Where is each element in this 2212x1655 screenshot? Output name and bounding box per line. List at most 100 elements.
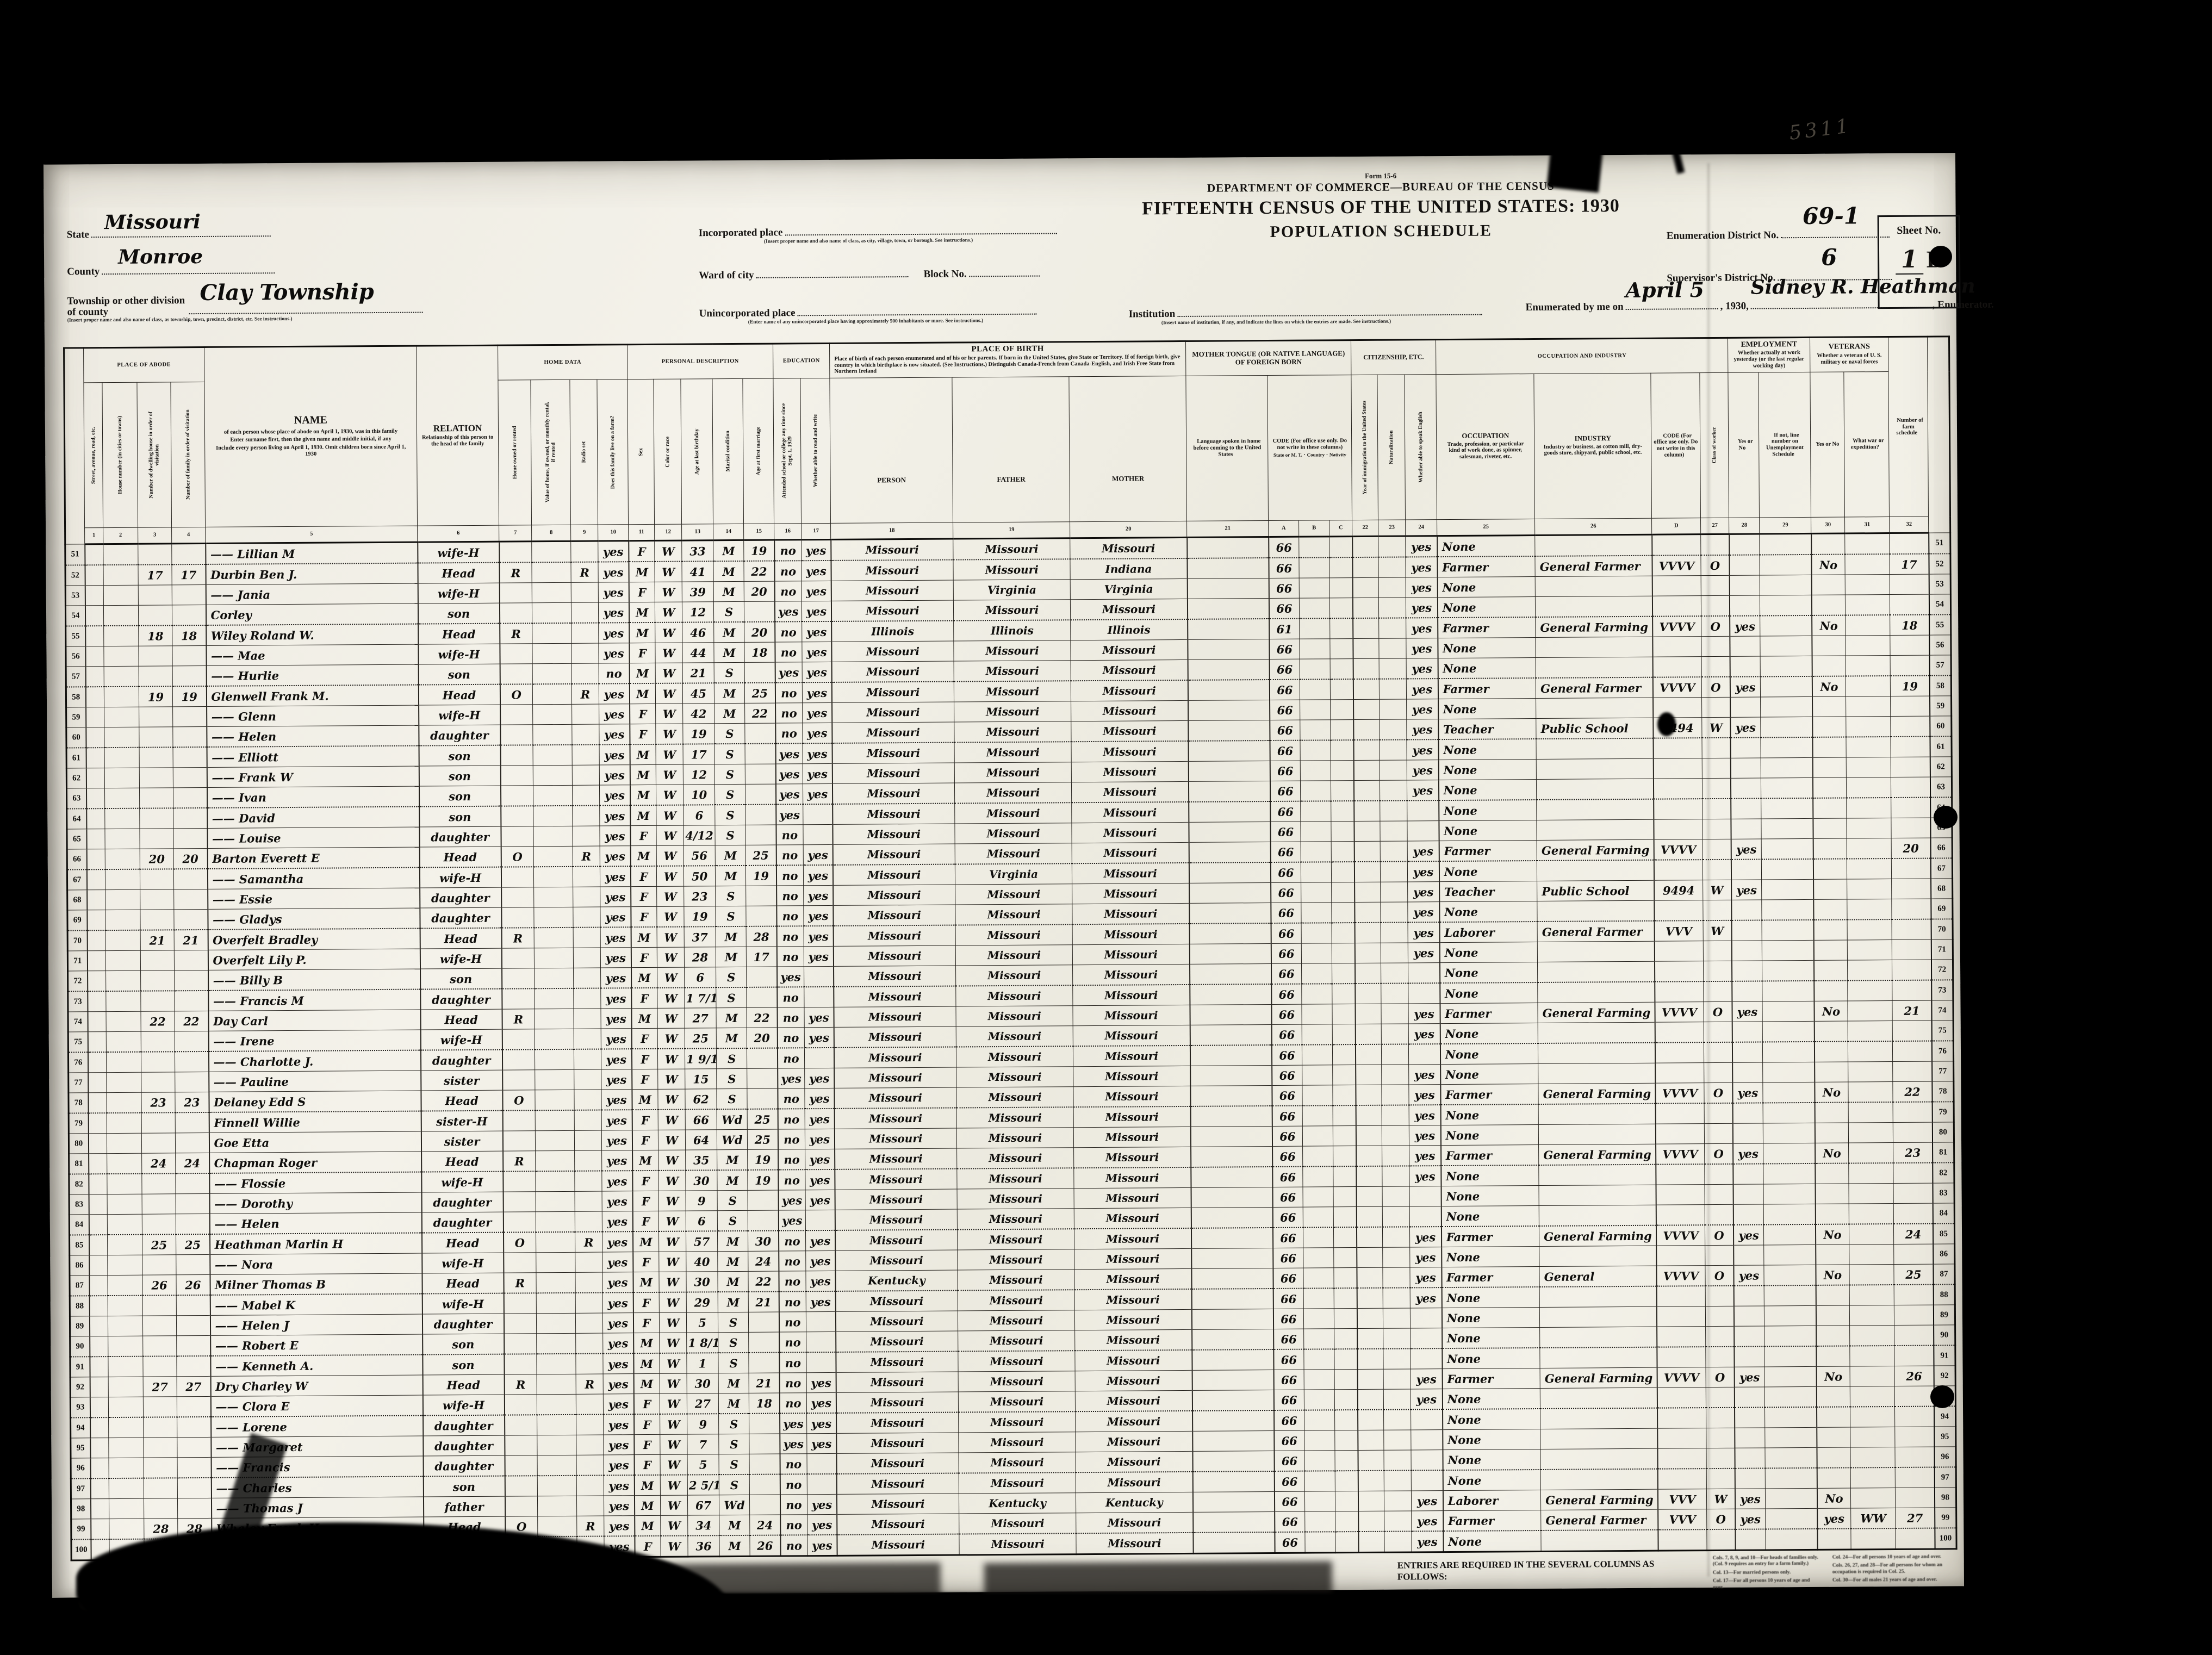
cell: M bbox=[630, 764, 656, 785]
line-number-right: 81 bbox=[1932, 1142, 1954, 1163]
cell bbox=[574, 1049, 601, 1070]
sheet-number-value: 1 bbox=[1895, 245, 1923, 275]
cell bbox=[142, 1193, 176, 1215]
cell: Missouri bbox=[1072, 984, 1190, 1006]
cell: Missouri bbox=[1071, 659, 1188, 681]
cell: F bbox=[632, 1130, 658, 1150]
ward-field: Ward of city Block No. bbox=[699, 266, 1040, 282]
cell bbox=[1299, 638, 1331, 659]
cell bbox=[177, 1416, 211, 1438]
group-occupation-industry: OCCUPATION AND INDUSTRY bbox=[1436, 338, 1729, 375]
cell: VVVV bbox=[1654, 839, 1703, 860]
cell: 9494 bbox=[1654, 880, 1703, 901]
cell bbox=[139, 726, 173, 748]
column-number: C bbox=[1329, 520, 1352, 537]
cell bbox=[1192, 1390, 1274, 1411]
cell bbox=[1657, 1428, 1707, 1449]
cell: 1 8/12 bbox=[686, 1332, 718, 1353]
cell bbox=[1655, 1042, 1704, 1063]
cell bbox=[1813, 980, 1848, 1001]
cell: yes bbox=[1407, 881, 1439, 902]
cell bbox=[1192, 1491, 1275, 1513]
cell: F bbox=[629, 724, 656, 745]
cell bbox=[1892, 1021, 1932, 1042]
cell bbox=[1654, 941, 1704, 962]
cell: Indiana bbox=[1070, 558, 1188, 580]
cell: General Farming bbox=[1538, 1083, 1656, 1105]
cell bbox=[1383, 1368, 1411, 1390]
cell bbox=[1762, 899, 1814, 920]
cell: no bbox=[777, 1027, 805, 1048]
cell: W bbox=[656, 764, 684, 785]
col21-label: Language spoken in home before coming to… bbox=[1193, 438, 1262, 458]
cell bbox=[1334, 1308, 1357, 1329]
cell bbox=[1655, 1123, 1705, 1144]
cell bbox=[1815, 1184, 1849, 1204]
cell: 17 bbox=[683, 744, 715, 765]
cell bbox=[1408, 983, 1440, 1004]
cell: Missouri bbox=[958, 1391, 1076, 1413]
cell: Missouri bbox=[1074, 1228, 1191, 1249]
ink-smudge-mid bbox=[1657, 712, 1676, 736]
cell: son bbox=[422, 1354, 505, 1376]
cell: Missouri bbox=[836, 1473, 959, 1495]
cell: yes bbox=[599, 704, 630, 725]
cell bbox=[1763, 1143, 1815, 1164]
cell: W bbox=[659, 1353, 687, 1374]
cell: W bbox=[660, 1373, 687, 1394]
cell bbox=[1331, 801, 1354, 822]
cell bbox=[1539, 1205, 1656, 1226]
cell bbox=[1352, 536, 1379, 558]
cell bbox=[1536, 698, 1653, 719]
cell: Missouri bbox=[837, 1534, 960, 1556]
col32-header: Number of farm schedule bbox=[1888, 337, 1929, 517]
line-number-right: 85 bbox=[1933, 1223, 1955, 1245]
cell bbox=[1379, 638, 1407, 659]
cell: W bbox=[657, 1048, 685, 1069]
line-number-right: 88 bbox=[1933, 1284, 1955, 1305]
cell bbox=[1811, 595, 1846, 615]
name-desc-2: Enter surname first, then the given name… bbox=[230, 436, 392, 444]
cell bbox=[499, 602, 532, 624]
cell: Missouri bbox=[957, 1188, 1074, 1210]
cell bbox=[1706, 1346, 1735, 1367]
cell bbox=[1378, 536, 1406, 557]
cell bbox=[1354, 963, 1381, 984]
cell bbox=[1382, 1145, 1409, 1166]
cell bbox=[1191, 1268, 1273, 1289]
line-number-right: 63 bbox=[1930, 776, 1952, 798]
cell: M bbox=[714, 682, 745, 704]
cell: Missouri bbox=[1071, 761, 1189, 782]
cell bbox=[1357, 1267, 1383, 1289]
cell: M bbox=[717, 1251, 749, 1272]
cell bbox=[746, 987, 778, 1008]
cell: 9 bbox=[686, 1190, 718, 1211]
cell: 66 bbox=[1272, 1248, 1304, 1268]
cell: Missouri bbox=[836, 1392, 959, 1413]
cell: yes bbox=[806, 1392, 836, 1414]
column-number: 18 bbox=[830, 522, 953, 540]
cell bbox=[89, 1316, 108, 1336]
cell: Farmer bbox=[1443, 1510, 1542, 1532]
cell bbox=[1192, 1511, 1275, 1533]
cell: —— Elliott bbox=[207, 745, 419, 768]
cell: VVVV bbox=[1652, 677, 1702, 698]
cell bbox=[501, 867, 534, 888]
cell: son bbox=[423, 1476, 505, 1497]
cell bbox=[1847, 818, 1892, 839]
cell: VVV bbox=[1654, 920, 1704, 942]
cell: Missouri bbox=[954, 762, 1072, 783]
cell: R bbox=[499, 562, 532, 583]
cell bbox=[1187, 619, 1269, 640]
cell: W bbox=[656, 785, 684, 805]
cell: yes bbox=[1735, 1488, 1766, 1509]
cell: 66 bbox=[1269, 700, 1300, 720]
cell: S bbox=[718, 1332, 749, 1353]
cell: O bbox=[500, 684, 533, 705]
cell bbox=[1382, 1186, 1410, 1207]
cell: —— Margaret bbox=[210, 1436, 424, 1458]
cell: None bbox=[1442, 1429, 1541, 1450]
line-number-left: 63 bbox=[66, 788, 86, 809]
cell: Missouri bbox=[959, 1452, 1076, 1473]
cell bbox=[1335, 1511, 1359, 1532]
